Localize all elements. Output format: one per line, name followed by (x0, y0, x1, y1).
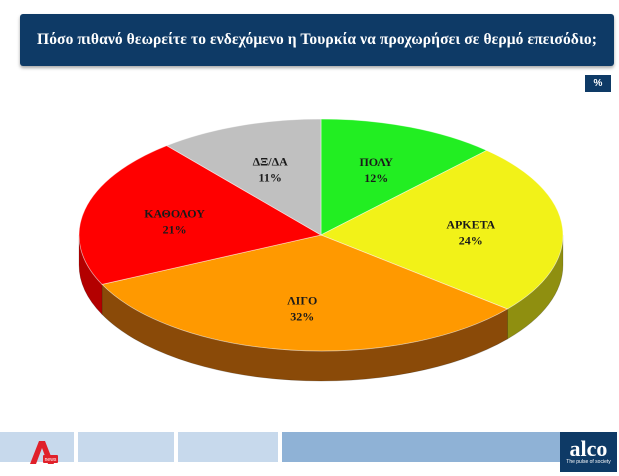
alco-logo: alco The pulse of society (560, 432, 617, 472)
slice-value-1: 24% (459, 233, 483, 247)
alco-logo-tagline: The pulse of society (566, 459, 611, 465)
question-title: Πόσο πιθανό θεωρείτε το ενδεχόμενο η Του… (37, 31, 597, 48)
pie-chart: ΠΟΛΥ 12% ΑΡΚΕΤΑ 24% ΛΙΓΟ 32% ΚΑΘΟΛΟΥ 21% ΔΞ/ΔΑ 11… (0, 100, 619, 420)
slice-label-4: ΔΞ/ΔΑ (253, 154, 289, 168)
pie-slice-0 (320, 118, 488, 236)
pie-slice-1 (320, 149, 564, 310)
pie-slice-3 (78, 145, 323, 285)
slice-label-0: ΠΟΛΥ (359, 155, 393, 169)
slice-value-0: 12% (364, 171, 388, 185)
slice-value-2: 32% (290, 309, 314, 323)
footer-segment (282, 432, 560, 462)
slice-value-3: 21% (163, 222, 187, 236)
pie-slice-4 (165, 118, 322, 236)
alpha-news-logo-icon: news (26, 438, 60, 466)
footer-bar (0, 430, 619, 476)
slice-label-1: ΑΡΚΕΤΑ (446, 217, 495, 231)
slice-label-3: ΚΑΘΟΛΟΥ (144, 206, 205, 220)
footer-segment (178, 432, 278, 462)
slice-value-4: 11% (259, 170, 282, 184)
unit-badge: % (585, 75, 611, 92)
pie-slice-2 (101, 234, 509, 352)
alco-logo-name: alco (569, 436, 608, 461)
svg-text:news: news (45, 457, 57, 463)
question-header: Πόσο πιθανό θεωρείτε το ενδεχόμενο η Του… (20, 14, 614, 66)
pie-chart-svg: ΠΟΛΥ 12% ΑΡΚΕΤΑ 24% ΛΙΓΟ 32% ΚΑΘΟΛΟΥ 21% ΔΞ/ΔΑ 11… (78, 118, 564, 382)
footer-segment (78, 432, 174, 462)
slice-label-2: ΛΙΓΟ (287, 293, 317, 307)
